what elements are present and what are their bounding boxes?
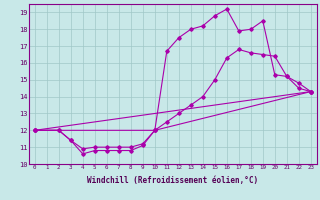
X-axis label: Windchill (Refroidissement éolien,°C): Windchill (Refroidissement éolien,°C) [87,176,258,185]
